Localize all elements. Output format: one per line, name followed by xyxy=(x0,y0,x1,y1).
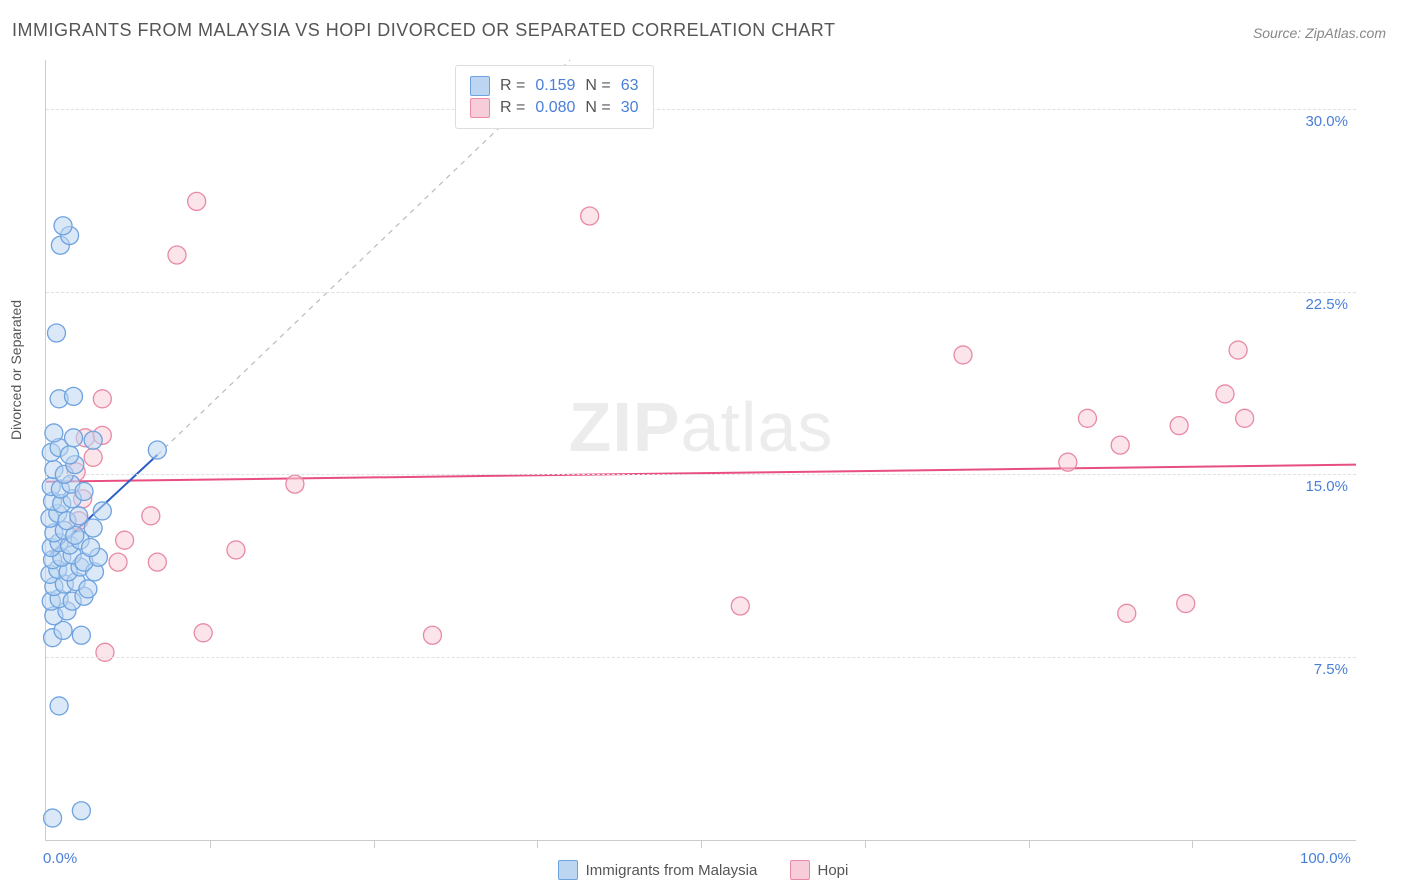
scatter-point xyxy=(72,802,90,820)
source-attribution: Source: ZipAtlas.com xyxy=(1253,25,1386,41)
scatter-point xyxy=(1111,436,1129,454)
scatter-point xyxy=(96,643,114,661)
legend-bottom: Immigrants from Malaysia Hopi xyxy=(0,860,1406,884)
scatter-point xyxy=(148,441,166,459)
scatter-point xyxy=(109,553,127,571)
scatter-point xyxy=(54,217,72,235)
x-tick-label: 0.0% xyxy=(43,850,77,867)
x-tick-mark xyxy=(1192,840,1193,848)
legend-top: R = 0.159 N = 63 R = 0.080 N = 30 xyxy=(455,65,654,129)
scatter-svg xyxy=(46,60,1356,840)
legend-bottom-label-hopi: Hopi xyxy=(818,862,849,879)
scatter-point xyxy=(65,387,83,405)
gridline-h xyxy=(46,474,1356,475)
scatter-point xyxy=(50,697,68,715)
y-tick-label: 30.0% xyxy=(1305,113,1348,130)
legend-row-malaysia: R = 0.159 N = 63 xyxy=(470,76,639,96)
scatter-point xyxy=(72,626,90,644)
scatter-point xyxy=(93,502,111,520)
gridline-h xyxy=(46,109,1356,110)
r-value-2: 0.080 xyxy=(535,99,575,117)
legend-swatch-hopi xyxy=(470,98,490,118)
x-tick-mark xyxy=(374,840,375,848)
scatter-point xyxy=(1059,453,1077,471)
legend-bottom-item-hopi: Hopi xyxy=(790,860,849,880)
y-tick-label: 15.0% xyxy=(1305,478,1348,495)
scatter-point xyxy=(168,246,186,264)
scatter-point xyxy=(84,448,102,466)
x-tick-mark xyxy=(210,840,211,848)
y-axis-label: Divorced or Separated xyxy=(8,300,24,440)
n-label-1: N = xyxy=(585,77,610,95)
gridline-h xyxy=(46,292,1356,293)
scatter-point xyxy=(70,507,88,525)
x-tick-mark xyxy=(701,840,702,848)
scatter-point xyxy=(75,482,93,500)
n-value-2: 30 xyxy=(621,99,639,117)
scatter-point xyxy=(1236,409,1254,427)
r-label-1: R = xyxy=(500,77,525,95)
legend-bottom-swatch-malaysia xyxy=(558,860,578,880)
n-value-1: 63 xyxy=(621,77,639,95)
x-tick-mark xyxy=(1029,840,1030,848)
scatter-point xyxy=(61,446,79,464)
scatter-point xyxy=(188,192,206,210)
scatter-point xyxy=(423,626,441,644)
scatter-point xyxy=(47,324,65,342)
legend-row-hopi: R = 0.080 N = 30 xyxy=(470,98,639,118)
scatter-point xyxy=(142,507,160,525)
legend-bottom-label-malaysia: Immigrants from Malaysia xyxy=(586,862,758,879)
scatter-point xyxy=(84,431,102,449)
r-value-1: 0.159 xyxy=(535,77,575,95)
plot-area: ZIPatlas 7.5%15.0%22.5%30.0% xyxy=(45,60,1356,841)
n-label-2: N = xyxy=(585,99,610,117)
scatter-point xyxy=(148,553,166,571)
x-tick-mark xyxy=(865,840,866,848)
scatter-point xyxy=(581,207,599,225)
scatter-point xyxy=(93,390,111,408)
scatter-point xyxy=(79,580,97,598)
legend-bottom-swatch-hopi xyxy=(790,860,810,880)
scatter-point xyxy=(82,539,100,557)
scatter-point xyxy=(116,531,134,549)
scatter-point xyxy=(194,624,212,642)
chart-container: IMMIGRANTS FROM MALAYSIA VS HOPI DIVORCE… xyxy=(0,0,1406,892)
scatter-point xyxy=(65,429,83,447)
scatter-point xyxy=(44,809,62,827)
scatter-point xyxy=(1216,385,1234,403)
scatter-point xyxy=(227,541,245,559)
scatter-point xyxy=(1177,595,1195,613)
trend-line xyxy=(46,465,1356,482)
scatter-point xyxy=(45,424,63,442)
scatter-point xyxy=(731,597,749,615)
x-tick-mark xyxy=(537,840,538,848)
scatter-point xyxy=(286,475,304,493)
scatter-point xyxy=(1229,341,1247,359)
y-tick-label: 22.5% xyxy=(1305,296,1348,313)
gridline-h xyxy=(46,657,1356,658)
legend-bottom-item-malaysia: Immigrants from Malaysia xyxy=(558,860,758,880)
chart-title: IMMIGRANTS FROM MALAYSIA VS HOPI DIVORCE… xyxy=(12,20,835,41)
r-label-2: R = xyxy=(500,99,525,117)
scatter-point xyxy=(954,346,972,364)
scatter-point xyxy=(1118,604,1136,622)
scatter-point xyxy=(84,519,102,537)
y-tick-label: 7.5% xyxy=(1314,661,1348,678)
scatter-point xyxy=(1078,409,1096,427)
scatter-point xyxy=(1170,417,1188,435)
legend-swatch-malaysia xyxy=(470,76,490,96)
x-tick-label: 100.0% xyxy=(1300,850,1351,867)
